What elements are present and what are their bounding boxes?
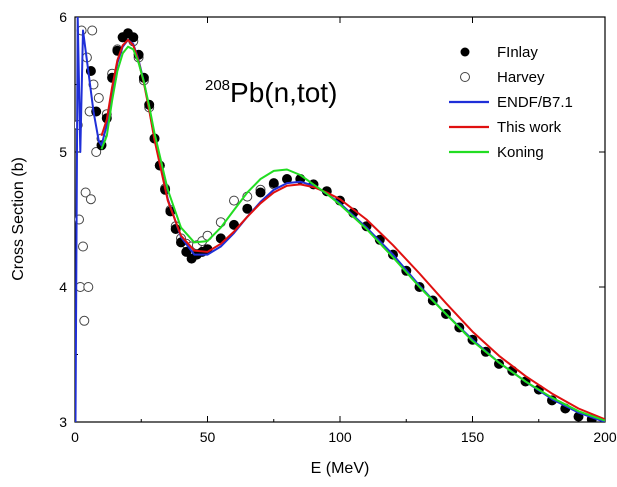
data-point: [84, 283, 93, 292]
series-finlay: [86, 29, 596, 424]
legend: FInlay Harvey ENDF/B7.1 This work Koning: [449, 44, 573, 161]
x-tick-label: 0: [71, 429, 79, 445]
x-tick-label: 200: [593, 429, 617, 445]
x-tick-label: 100: [328, 429, 352, 445]
data-point: [88, 26, 97, 35]
legend-label-harvey: Harvey: [497, 69, 545, 86]
y-axis-title: Cross Section (b): [10, 157, 27, 281]
y-tick-label: 3: [59, 414, 67, 430]
y-tick-label: 4: [59, 279, 67, 295]
data-point: [230, 196, 239, 205]
x-axis-title: E (MeV): [311, 460, 370, 477]
legend-label-this-work: This work: [497, 119, 562, 136]
legend-label-koning: Koning: [497, 144, 544, 161]
x-tick-label: 50: [200, 429, 216, 445]
legend-marker-finlay: [461, 48, 470, 57]
y-tick-label: 5: [59, 144, 67, 160]
y-tick-label: 6: [59, 9, 67, 25]
data-point: [86, 195, 95, 204]
legend-label-finlay: FInlay: [497, 44, 538, 61]
annotation-superscript: 208: [205, 77, 230, 94]
data-point: [80, 316, 89, 325]
annotation-text: Pb(n,tot): [230, 77, 337, 108]
legend-marker-harvey: [461, 73, 470, 82]
legend-label-endf: ENDF/B7.1: [497, 94, 573, 111]
series-harvey: [73, 26, 278, 325]
reaction-annotation: 208Pb(n,tot): [205, 77, 337, 108]
x-tick-labels: 0 50 100 150 200: [71, 429, 617, 445]
data-point: [94, 94, 103, 103]
data-point: [256, 188, 265, 197]
data-point: [269, 179, 278, 188]
data-point: [79, 242, 88, 251]
x-tick-label: 150: [461, 429, 485, 445]
y-tick-labels: 3 4 5 6: [59, 9, 67, 430]
